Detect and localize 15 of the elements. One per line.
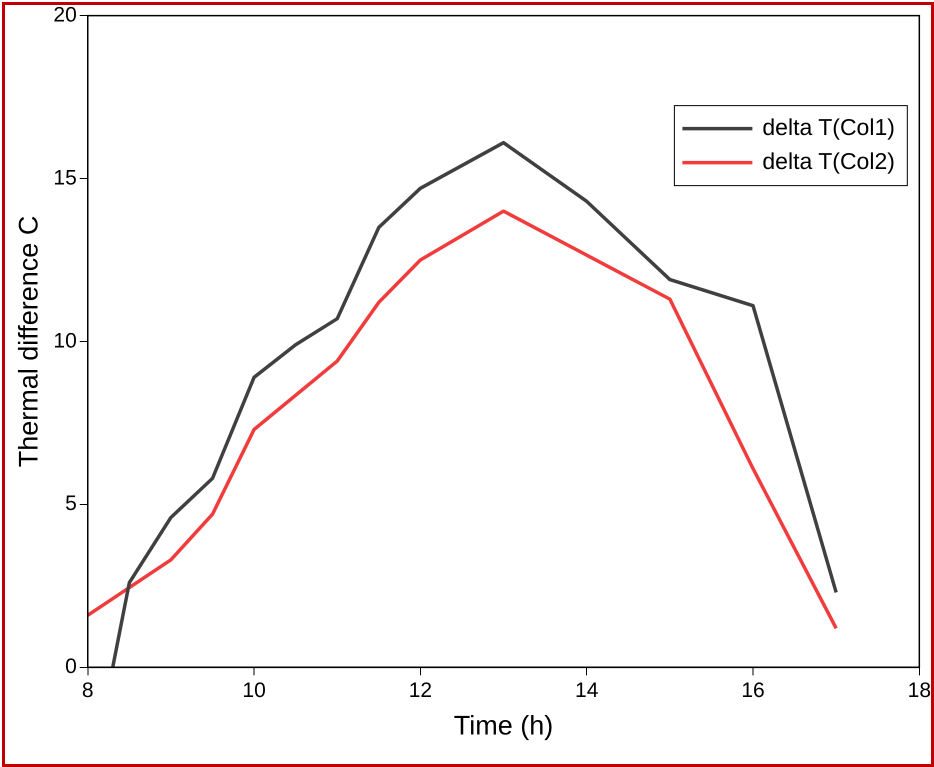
x-tick-label: 12 (408, 678, 432, 702)
y-tick-label: 20 (53, 3, 77, 26)
x-tick-label: 14 (575, 678, 599, 702)
y-tick-label: 5 (65, 492, 77, 516)
x-tick-label: 10 (242, 678, 266, 702)
legend-label: delta T(Col2) (762, 148, 895, 174)
y-axis-title: Thermal difference C (14, 216, 44, 468)
y-tick-label: 15 (53, 166, 77, 190)
y-tick-label: 10 (53, 329, 77, 352)
x-tick-label: 8 (82, 678, 94, 702)
x-tick-label: 16 (741, 678, 765, 702)
legend-label: delta T(Col1) (762, 114, 895, 140)
x-axis-title: Time (h) (454, 710, 554, 740)
x-tick-label: 18 (908, 678, 931, 702)
y-tick-label: 0 (65, 655, 77, 678)
